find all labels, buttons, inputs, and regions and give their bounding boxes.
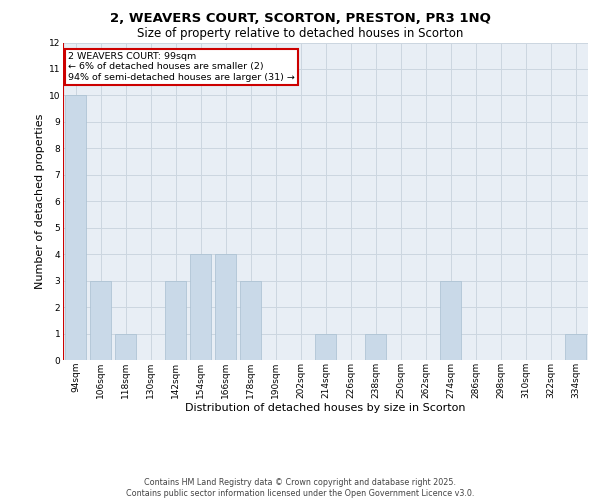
Text: Size of property relative to detached houses in Scorton: Size of property relative to detached ho… xyxy=(137,28,463,40)
Bar xyxy=(115,334,136,360)
Bar xyxy=(165,280,186,360)
Bar xyxy=(190,254,211,360)
Bar xyxy=(365,334,386,360)
Text: Contains HM Land Registry data © Crown copyright and database right 2025.
Contai: Contains HM Land Registry data © Crown c… xyxy=(126,478,474,498)
Bar xyxy=(215,254,236,360)
Text: 2 WEAVERS COURT: 99sqm
← 6% of detached houses are smaller (2)
94% of semi-detac: 2 WEAVERS COURT: 99sqm ← 6% of detached … xyxy=(68,52,295,82)
Bar xyxy=(240,280,261,360)
Bar xyxy=(65,96,86,360)
Text: 2, WEAVERS COURT, SCORTON, PRESTON, PR3 1NQ: 2, WEAVERS COURT, SCORTON, PRESTON, PR3 … xyxy=(110,12,490,26)
Bar xyxy=(315,334,336,360)
X-axis label: Distribution of detached houses by size in Scorton: Distribution of detached houses by size … xyxy=(185,404,466,413)
Bar xyxy=(440,280,461,360)
Bar xyxy=(90,280,111,360)
Y-axis label: Number of detached properties: Number of detached properties xyxy=(35,114,44,289)
Bar xyxy=(565,334,586,360)
